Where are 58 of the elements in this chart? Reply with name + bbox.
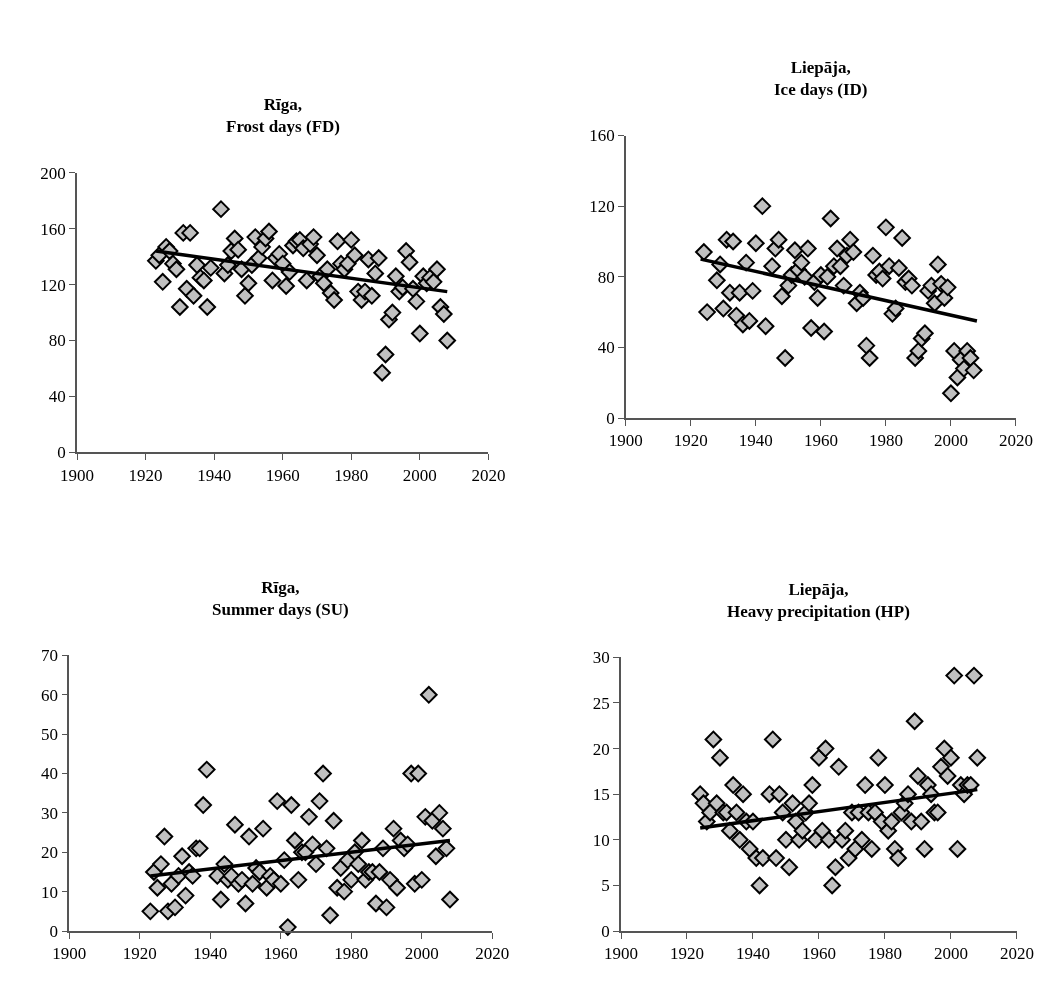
y-tick-label: 120 bbox=[40, 275, 66, 295]
y-tick-label: 40 bbox=[41, 764, 59, 784]
y-tick-label: 0 bbox=[606, 408, 615, 428]
chart-title: Rīga, Summer days (SU) bbox=[212, 578, 349, 620]
y-tick-label: 0 bbox=[49, 921, 59, 941]
y-tick-label: 50 bbox=[41, 725, 59, 745]
y-tick-label: 30 bbox=[592, 648, 610, 668]
x-tick-label: 1980 bbox=[334, 465, 369, 485]
x-tick-label: 1940 bbox=[735, 944, 770, 964]
chart-title: Rīga, Frost days (FD) bbox=[226, 95, 340, 137]
y-tick-label: 30 bbox=[41, 803, 59, 823]
y-tick-label: 80 bbox=[597, 267, 615, 287]
x-tick-label: 2020 bbox=[998, 431, 1033, 451]
x-tick-label: 1900 bbox=[604, 944, 638, 964]
x-tick-label: 1900 bbox=[52, 944, 87, 964]
x-tick-label: 1960 bbox=[263, 944, 298, 964]
x-tick-label: 1920 bbox=[669, 944, 704, 964]
y-tick-label: 160 bbox=[589, 126, 615, 146]
x-tick-label: 2000 bbox=[402, 465, 437, 485]
y-tick-label: 10 bbox=[41, 882, 59, 902]
x-tick-label: 1960 bbox=[801, 944, 836, 964]
x-tick-label: 1940 bbox=[738, 431, 773, 451]
x-tick-label: 2020 bbox=[999, 944, 1034, 964]
x-tick-label: 1900 bbox=[608, 431, 643, 451]
y-tick-label: 200 bbox=[40, 163, 66, 183]
x-tick-label: 1920 bbox=[128, 465, 163, 485]
x-tick-label: 2000 bbox=[933, 944, 968, 964]
y-tick-label: 20 bbox=[41, 843, 59, 863]
x-tick-label: 1980 bbox=[867, 944, 902, 964]
x-tick-label: 1940 bbox=[197, 465, 232, 485]
chart-title: Liepāja, Ice days (ID) bbox=[774, 58, 868, 100]
y-tick-label: 10 bbox=[592, 830, 610, 850]
y-tick-label: 25 bbox=[592, 693, 610, 713]
x-tick-label: 1960 bbox=[803, 431, 838, 451]
x-tick-label: 1980 bbox=[868, 431, 903, 451]
x-tick-label: 1940 bbox=[193, 944, 228, 964]
y-tick-label: 160 bbox=[40, 219, 66, 239]
x-tick-label: 1900 bbox=[60, 465, 95, 485]
y-tick-label: 40 bbox=[597, 338, 615, 358]
y-tick-label: 20 bbox=[592, 739, 610, 759]
x-tick-label: 1920 bbox=[122, 944, 157, 964]
x-tick-label: 2020 bbox=[475, 944, 510, 964]
x-tick-label: 2020 bbox=[471, 465, 506, 485]
y-tick-label: 80 bbox=[48, 331, 66, 351]
x-tick-label: 2000 bbox=[404, 944, 439, 964]
chart-title: Liepāja, Heavy precipitation (HP) bbox=[727, 580, 910, 622]
y-tick-label: 5 bbox=[601, 876, 610, 896]
y-tick-label: 120 bbox=[589, 197, 615, 217]
y-tick-label: 0 bbox=[57, 443, 66, 463]
y-tick-label: 60 bbox=[41, 685, 59, 705]
x-tick-label: 1920 bbox=[673, 431, 708, 451]
x-tick-label: 1960 bbox=[265, 465, 300, 485]
x-tick-label: 1980 bbox=[334, 944, 369, 964]
y-tick-label: 70 bbox=[41, 646, 59, 666]
y-tick-label: 40 bbox=[48, 387, 66, 407]
x-tick-label: 2000 bbox=[933, 431, 968, 451]
y-tick-label: 15 bbox=[592, 785, 610, 805]
y-tick-label: 0 bbox=[601, 921, 610, 941]
